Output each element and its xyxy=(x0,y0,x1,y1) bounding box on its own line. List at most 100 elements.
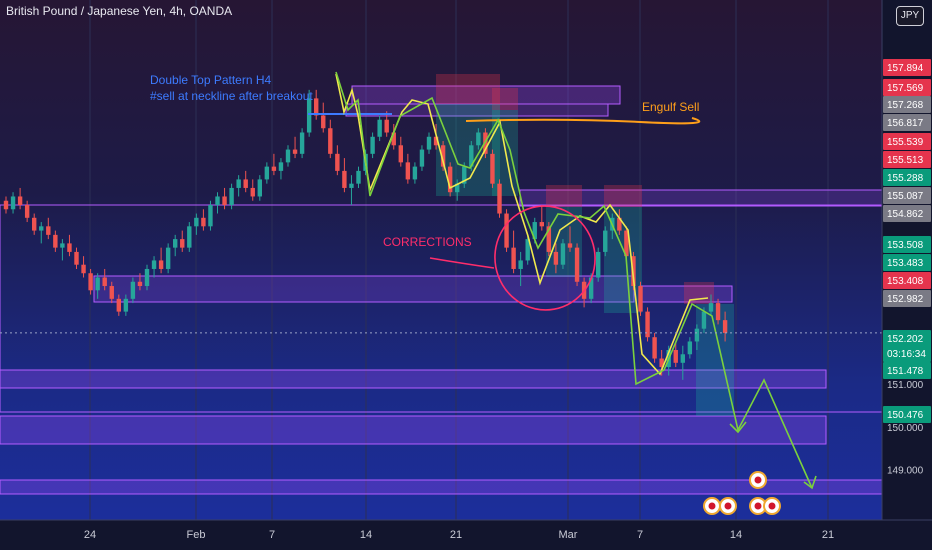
candle-body xyxy=(440,145,446,167)
candle-body xyxy=(370,136,375,154)
candle-body xyxy=(335,153,340,171)
price-label-box xyxy=(883,362,931,379)
candle-body xyxy=(617,217,622,231)
candle-body xyxy=(180,239,185,248)
time-tick-label: 7 xyxy=(637,529,643,541)
candle-body xyxy=(215,196,220,205)
candle-body xyxy=(243,179,248,188)
candle-body xyxy=(17,196,23,205)
price-label-box xyxy=(883,59,931,76)
event-marker-dot xyxy=(754,502,762,510)
candle-body xyxy=(229,187,234,205)
candle-body xyxy=(285,149,291,163)
sell-box xyxy=(492,88,518,110)
candle-body xyxy=(349,183,354,188)
candle-body xyxy=(518,260,523,269)
price-label-box xyxy=(883,330,931,362)
candle-body xyxy=(433,136,439,146)
price-label: 155.087 xyxy=(887,191,924,202)
time-axis xyxy=(0,520,932,550)
candle-body xyxy=(624,230,629,257)
candle-body xyxy=(715,303,721,321)
time-tick-label: Feb xyxy=(187,529,206,541)
candle-body xyxy=(144,268,150,287)
candle-body xyxy=(455,183,460,193)
price-label-box xyxy=(883,290,931,307)
price-label-box xyxy=(883,236,931,253)
price-label: 154.862 xyxy=(887,209,924,220)
arrow-head xyxy=(729,421,747,434)
candle-body xyxy=(32,217,37,231)
candle-body xyxy=(426,136,432,150)
candle-body xyxy=(342,170,347,188)
price-label-box xyxy=(883,272,931,289)
time-tick-label: Mar xyxy=(559,529,578,541)
price-label-box xyxy=(883,169,931,186)
price-tick-label: 150.000 xyxy=(887,423,924,434)
price-label: 153.483 xyxy=(887,258,924,269)
price-zone xyxy=(0,415,827,445)
candle-body xyxy=(67,243,72,252)
candle-body xyxy=(708,303,714,312)
candle-body xyxy=(123,298,129,312)
candle-body xyxy=(278,162,284,171)
candle-body xyxy=(631,256,636,287)
time-tick-label: 14 xyxy=(360,529,372,541)
candle-body xyxy=(356,170,361,184)
candle-body xyxy=(10,196,16,210)
candle-body xyxy=(314,98,319,116)
candle-body xyxy=(46,226,51,235)
price-label: 155.513 xyxy=(887,155,924,166)
event-marker-dot xyxy=(708,502,716,510)
candle-body xyxy=(53,234,58,248)
candle-body xyxy=(81,264,86,274)
candle-body xyxy=(476,132,481,146)
target-box xyxy=(436,104,500,196)
price-label: 152.982 xyxy=(887,294,924,305)
currency-button[interactable]: JPY xyxy=(896,6,924,26)
candle-body xyxy=(525,239,530,261)
candle-body xyxy=(208,205,213,227)
price-label: 155.539 xyxy=(887,137,924,148)
candle-body xyxy=(638,286,643,312)
annotation-corrections: CORRECTIONS xyxy=(383,235,472,249)
candle-body xyxy=(264,166,270,180)
candle-body xyxy=(321,115,326,129)
candle-body xyxy=(645,311,650,338)
time-tick-label: 21 xyxy=(822,529,834,541)
candle-body xyxy=(151,260,157,269)
symbol-title: British Pound / Japanese Yen, 4h, OANDA xyxy=(6,4,233,18)
candle-body xyxy=(701,311,707,329)
candle-body xyxy=(539,222,544,227)
annotation-note: #sell at neckline after breakout xyxy=(150,89,313,103)
candle-body xyxy=(560,243,566,265)
corrections-ellipse xyxy=(494,205,596,311)
candle-body xyxy=(384,119,389,133)
candle-body xyxy=(652,337,657,359)
candle-body xyxy=(328,128,333,154)
price-label: 152.202 xyxy=(887,334,924,345)
annotation-title: Double Top Pattern H4 xyxy=(150,73,272,87)
candle-body xyxy=(694,328,700,342)
sell-box xyxy=(684,282,714,304)
candle-body xyxy=(574,247,580,282)
candle-body xyxy=(419,149,425,167)
time-tick-label: 14 xyxy=(730,529,742,541)
sell-box xyxy=(546,185,582,207)
candle-body xyxy=(130,281,136,299)
candle-body xyxy=(95,277,100,291)
candle-body xyxy=(497,183,502,214)
candle-body xyxy=(74,251,79,265)
price-label: 155.288 xyxy=(887,173,924,184)
sell-box xyxy=(436,74,500,104)
corrections-pointer xyxy=(429,257,495,269)
candle-body xyxy=(60,243,65,248)
engulf-line xyxy=(465,117,701,125)
candle-body xyxy=(88,273,93,291)
event-marker-dot xyxy=(724,502,732,510)
candle-body xyxy=(271,166,277,171)
candle-body xyxy=(187,226,192,248)
time-tick-label: 24 xyxy=(84,529,96,541)
